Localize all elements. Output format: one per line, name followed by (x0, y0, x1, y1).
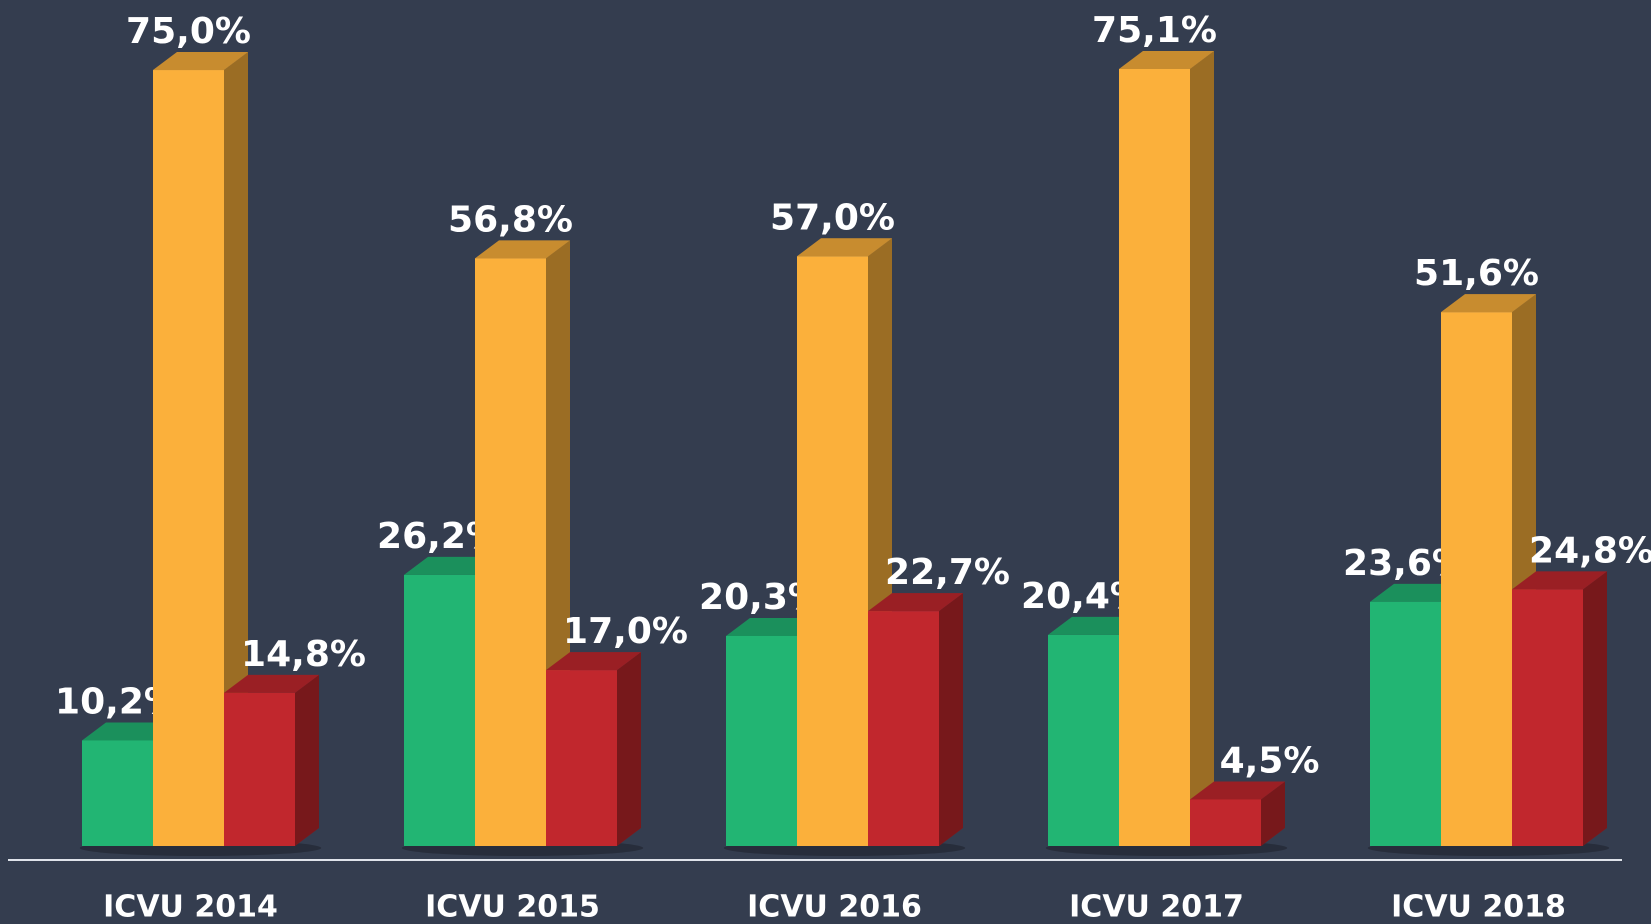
bar-top (1441, 294, 1536, 313)
bar (1119, 69, 1190, 846)
bar-top (1512, 571, 1607, 590)
bar-side (295, 674, 319, 846)
bar-top-shade (224, 674, 319, 693)
bar-side-shade (939, 593, 963, 846)
bar-top (868, 593, 963, 612)
x-tick-label: ICVU 2017 (1069, 890, 1244, 924)
bar-top (475, 240, 570, 259)
value-label: 56,8% (448, 199, 573, 240)
bar-top-shade (475, 240, 570, 259)
value-label: 75,0% (126, 11, 251, 52)
bar-top (153, 52, 248, 71)
bar-side (617, 652, 641, 846)
bar-top (1119, 51, 1214, 69)
x-tick-label: ICVU 2015 (425, 890, 600, 924)
bar-top (546, 652, 641, 671)
bar (1370, 601, 1441, 846)
value-label: 75,1% (1092, 10, 1217, 51)
bar-side (1583, 571, 1607, 846)
value-label: 4,5% (1220, 740, 1320, 781)
bar (1512, 589, 1583, 846)
bar (475, 258, 546, 846)
bar-side-shade (1190, 51, 1214, 846)
value-label: 22,7% (885, 552, 1010, 593)
bar-top-shade (868, 593, 963, 612)
bar (797, 256, 868, 846)
x-tick-label: ICVU 2018 (1391, 890, 1566, 924)
bar-top-shade (1441, 294, 1536, 313)
bar-side-shade (224, 52, 248, 847)
x-tick-label: ICVU 2014 (103, 890, 278, 924)
bar-top (797, 238, 892, 257)
bar-side-shade (1583, 571, 1607, 846)
value-label: 14,8% (241, 634, 366, 675)
bar-side (1190, 51, 1214, 846)
bar-top (224, 674, 319, 693)
bar (404, 574, 475, 846)
bar (153, 70, 224, 847)
bar (1441, 312, 1512, 846)
bar (82, 740, 153, 846)
value-label: 24,8% (1529, 530, 1651, 571)
x-tick-label: ICVU 2016 (747, 890, 922, 924)
bar-top-shade (546, 652, 641, 671)
bar-top-shade (1190, 781, 1285, 800)
bar-side-shade (617, 652, 641, 846)
bar-top-shade (1512, 571, 1607, 590)
value-label: 17,0% (563, 611, 688, 652)
bar (546, 670, 617, 846)
bar (726, 635, 797, 846)
bar-top-shade (1119, 51, 1214, 69)
bar-side-shade (295, 674, 319, 846)
value-label: 51,6% (1414, 253, 1539, 294)
bar (1048, 634, 1119, 846)
bar (868, 611, 939, 846)
bar-side (224, 52, 248, 847)
bar-top-shade (797, 238, 892, 257)
bar-side (1261, 781, 1285, 846)
bar-side-shade (1261, 781, 1285, 846)
bar (224, 692, 295, 846)
bar-top-shade (153, 52, 248, 71)
bar-top (1190, 781, 1285, 800)
value-label: 57,0% (770, 197, 895, 238)
bar-side (939, 593, 963, 846)
bar (1190, 799, 1261, 846)
